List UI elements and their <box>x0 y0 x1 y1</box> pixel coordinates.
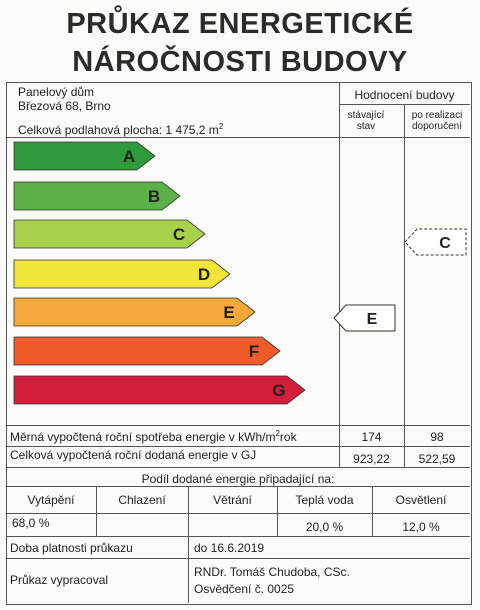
recommended-rating-arrow: C <box>404 228 467 256</box>
current-rating-arrow: E <box>333 304 396 332</box>
floor-area: Celková podlahová plocha: 1 475,2 m2 <box>18 122 224 137</box>
energy-class-arrow-g <box>13 375 306 405</box>
energy-class-letter-c: C <box>173 225 185 244</box>
share-header: Podíl dodané energie připadající na: <box>141 472 335 486</box>
current-rating-letter: E <box>367 311 378 328</box>
specific-energy-label: Měrná vypočtená roční spotřeba energie v… <box>10 429 297 444</box>
author-name: RNDr. Tomáš Chudoba, CSc. <box>194 565 350 579</box>
energy-class-letter-e: E <box>223 303 234 322</box>
specific-energy-recommended: 98 <box>430 430 444 444</box>
share-label-lighting: Osvětlení <box>395 493 447 507</box>
share-label-hot-water: Teplá voda <box>295 493 354 507</box>
title-line-2: NÁROČNOSTI BUDOVY <box>72 46 408 78</box>
total-energy-label: Celková vypočtená roční dodaná energie v… <box>10 448 257 462</box>
recommended-rating-letter: C <box>439 235 451 252</box>
energy-class-letter-f: F <box>249 342 259 361</box>
author-certificate: Osvědčení č. 0025 <box>194 582 295 596</box>
energy-class-arrow-b <box>13 181 181 211</box>
energy-class-arrow-d <box>13 259 231 289</box>
total-energy-current: 923,22 <box>353 452 390 466</box>
share-label-heating: Vytápění <box>27 493 75 507</box>
energy-class-letter-g: G <box>272 381 285 400</box>
energy-class-arrow-c <box>13 219 206 249</box>
share-value-hot-water: 20,0 % <box>305 520 344 534</box>
energy-class-arrow-f <box>13 336 281 366</box>
certificate-frame <box>6 82 472 605</box>
share-value-lighting: 12,0 % <box>402 520 440 534</box>
building-address: Březová 68, Brno <box>18 99 111 113</box>
current-state-label: stávající stav <box>347 110 385 132</box>
validity-label: Doba platnosti průkazu <box>10 541 133 555</box>
building-type: Panelový dům <box>18 85 95 99</box>
energy-class-letter-a: A <box>123 147 135 166</box>
share-value-heating: 68,0 % <box>12 516 50 530</box>
total-energy-recommended: 522,59 <box>418 452 456 466</box>
energy-class-arrow-a <box>13 141 156 171</box>
specific-energy-current: 174 <box>361 430 382 444</box>
share-label-ventilation: Větrání <box>213 493 252 507</box>
rating-header: Hodnocení budovy <box>354 88 455 102</box>
author-label: Průkaz vypracoval <box>10 573 109 587</box>
energy-class-letter-d: D <box>198 265 210 284</box>
validity-value: do 16.6.2019 <box>194 541 265 555</box>
energy-class-letter-b: B <box>148 187 160 206</box>
energy-class-arrow-e <box>13 297 256 327</box>
share-label-cooling: Chlazení <box>118 493 166 507</box>
title-line-1: PRŮKAZ ENERGETICKÉ <box>66 8 414 40</box>
recommended-state-label: po realizaci doporučení <box>411 110 463 132</box>
